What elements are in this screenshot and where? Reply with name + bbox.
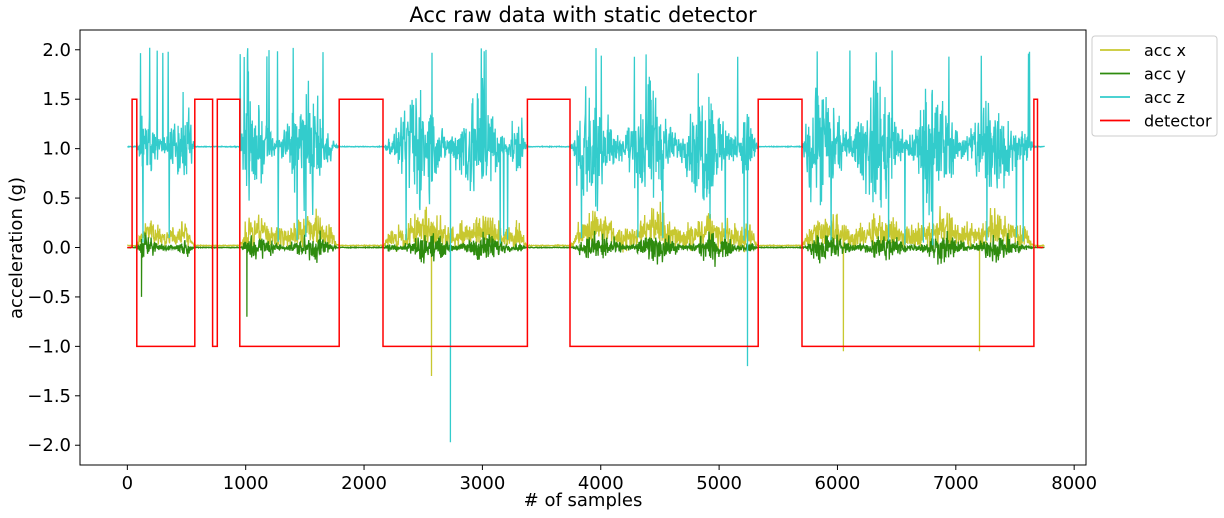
y-tick-label: −1.5 [27, 386, 71, 407]
legend-entry: detector [1144, 112, 1212, 131]
y-tick-label: 0.5 [42, 188, 71, 209]
x-tick-label: 0 [122, 473, 133, 494]
y-tick-label: 2.0 [42, 40, 71, 61]
series-acc-z-line [127, 47, 1046, 443]
y-tick-label: 1.0 [42, 139, 71, 160]
y-axis-label: acceleration (g) [6, 177, 27, 319]
series-acc-y-line [127, 230, 1045, 317]
axis-layer: 0 1000 2000 3000 4000 5000 6000 7000 8000 −2.0 −1.… [27, 40, 1097, 494]
x-tick-label: 6000 [815, 473, 861, 494]
legend-entry: acc z [1144, 88, 1185, 107]
x-axis-label: # of samples [524, 490, 643, 511]
series-layer [126, 47, 1046, 443]
x-tick-label: 2000 [341, 473, 387, 494]
series-detector-line [127, 98, 1044, 348]
y-tick-label: 1.5 [42, 89, 71, 110]
chart-title: Acc raw data with static detector [409, 3, 757, 27]
y-tick-label: −1.0 [27, 336, 71, 357]
y-tick-label: 0.0 [42, 238, 71, 259]
legend: acc x acc y acc z detector [1091, 35, 1218, 137]
legend-entry: acc y [1144, 65, 1186, 84]
x-tick-label: 5000 [696, 473, 742, 494]
x-tick-label: 8000 [1051, 473, 1097, 494]
y-tick-label: −2.0 [27, 435, 71, 456]
legend-entry: acc x [1144, 41, 1186, 60]
x-tick-label: 1000 [223, 473, 269, 494]
x-tick-label: 3000 [459, 473, 505, 494]
x-tick-label: 4000 [578, 473, 624, 494]
x-tick-label: 7000 [933, 473, 979, 494]
y-tick-label: −0.5 [27, 287, 71, 308]
legend-box [1091, 35, 1218, 137]
